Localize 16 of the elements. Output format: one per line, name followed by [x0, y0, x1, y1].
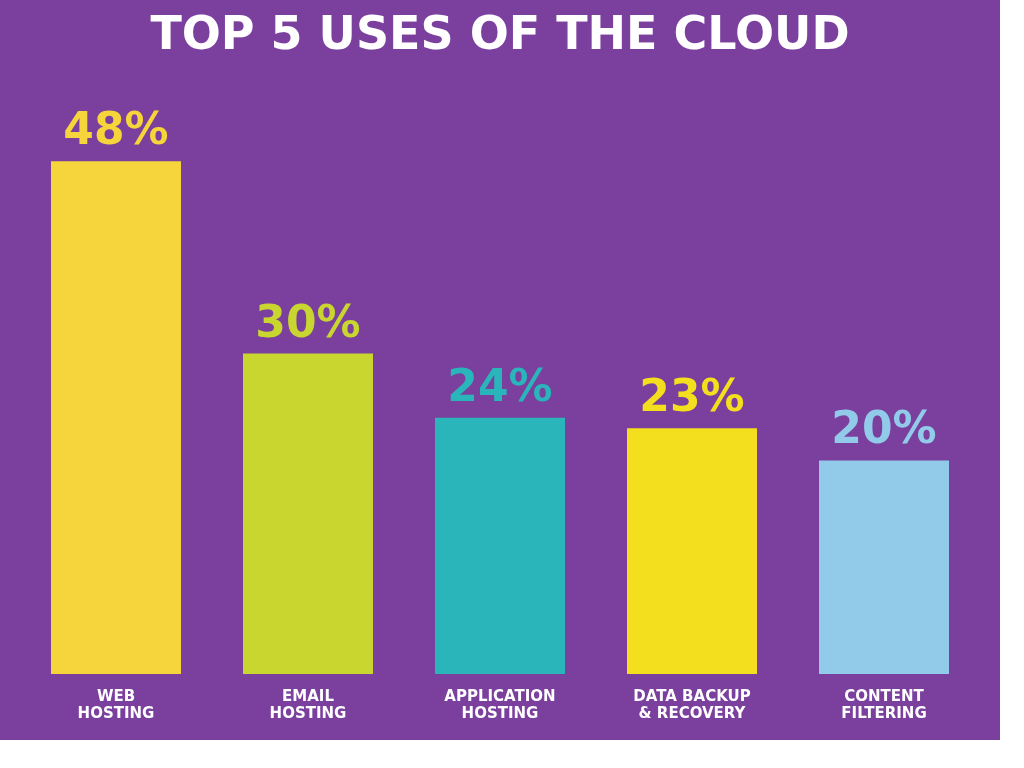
data-label: 48% — [63, 103, 169, 155]
x-tick-label: CONTENT FILTERING — [841, 686, 927, 722]
data-label: 24% — [447, 359, 553, 411]
bar — [51, 161, 181, 674]
x-tick-label: WEB HOSTING — [77, 686, 155, 722]
bar — [627, 428, 757, 674]
data-label: 30% — [255, 295, 361, 347]
x-tick-label: DATA BACKUP & RECOVERY — [633, 686, 751, 722]
chart-title: TOP 5 USES OF THE CLOUD — [150, 6, 850, 61]
data-label: 23% — [639, 370, 745, 422]
x-tick-label: APPLICATION HOSTING — [444, 686, 556, 722]
bar — [243, 353, 373, 674]
x-tick-label: EMAIL HOSTING — [269, 686, 347, 722]
bar — [819, 460, 949, 674]
data-label: 20% — [831, 402, 937, 454]
bar — [435, 417, 565, 674]
